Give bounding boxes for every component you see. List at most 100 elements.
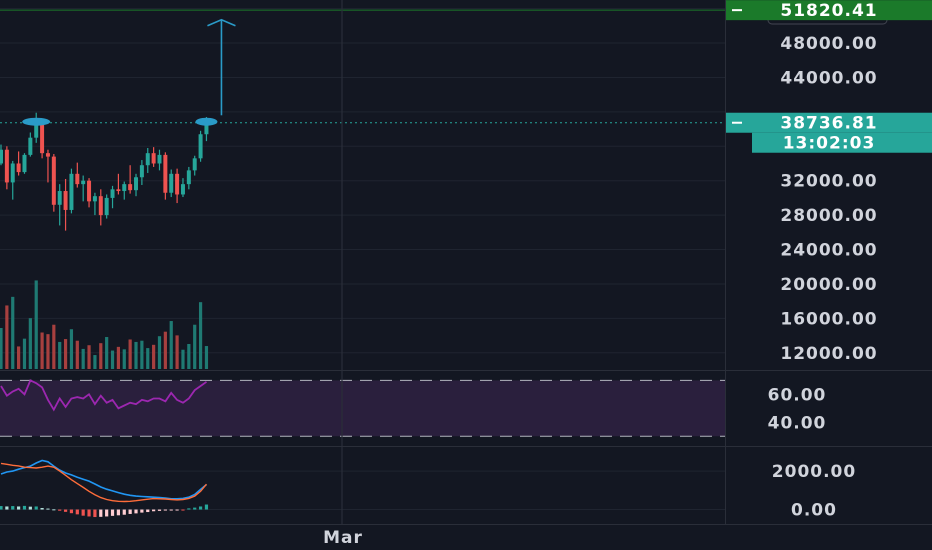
candle-body xyxy=(128,184,133,191)
volume-bar xyxy=(99,343,103,369)
candle-body xyxy=(81,180,86,185)
macd-histogram-bar xyxy=(122,509,126,515)
volume-bar xyxy=(198,302,203,369)
candle-body xyxy=(157,154,162,164)
candle-body xyxy=(139,165,144,178)
volume-bar xyxy=(193,324,197,369)
volume-bar xyxy=(75,340,79,369)
candle-body xyxy=(198,134,203,159)
macd-histogram-bar xyxy=(22,505,27,510)
arrow-head xyxy=(207,18,236,27)
candle-body xyxy=(10,163,15,183)
macd-histogram-bar xyxy=(157,509,162,511)
candle-body xyxy=(180,184,185,195)
macd-histogram-bar xyxy=(163,509,167,511)
macd-histogram-bar xyxy=(75,509,79,515)
candle-body xyxy=(175,173,180,195)
candle-body xyxy=(69,173,74,210)
macd-histogram-bar xyxy=(87,509,91,517)
candle-body xyxy=(75,173,80,185)
macd-histogram-bar xyxy=(204,504,209,510)
macd-histogram-bar xyxy=(52,509,56,511)
macd-histogram-bar xyxy=(128,509,132,514)
macd-histogram-bar xyxy=(152,509,156,512)
macd-histogram-bar xyxy=(34,506,38,510)
macd-histogram-bar xyxy=(116,509,120,516)
level-marker-left[interactable] xyxy=(22,117,51,126)
price-tick-label: 44000.00 xyxy=(780,68,877,88)
volume-bar xyxy=(110,350,115,369)
price-tick-label: 16000.00 xyxy=(780,309,877,329)
macd-histogram-bar xyxy=(175,509,179,511)
volume-bar xyxy=(69,329,74,369)
candle-body xyxy=(63,191,68,210)
candle-body xyxy=(134,177,139,191)
volume-bar xyxy=(34,280,38,369)
last-price-label: 38736.81 xyxy=(780,114,877,134)
candle-body xyxy=(186,170,191,185)
candle-body xyxy=(22,154,27,173)
candle-body xyxy=(104,197,109,216)
price-tick-label: 24000.00 xyxy=(780,241,877,261)
macd-histogram-bar xyxy=(0,506,3,510)
price-tick-label: 48000.00 xyxy=(780,34,877,54)
target-price-label: 51820.41 xyxy=(780,1,877,21)
macd-histogram-bar xyxy=(198,506,203,510)
projection-arrow-icon[interactable] xyxy=(207,18,236,116)
macd-axis[interactable]: 2000.00 0.00 xyxy=(772,462,856,520)
volume-bar xyxy=(152,344,156,369)
macd-histogram-bar xyxy=(69,509,74,514)
candle-body xyxy=(192,158,197,171)
macd-histogram-bar xyxy=(110,509,115,516)
volume-bar xyxy=(46,334,50,369)
candle-body xyxy=(110,189,115,198)
price-tick-label: 32000.00 xyxy=(780,172,877,192)
macd-histogram-bar xyxy=(46,508,50,510)
candle-body xyxy=(92,196,97,202)
volume-bar xyxy=(87,345,91,369)
volume-bar xyxy=(169,321,173,369)
candlestick-series xyxy=(0,112,209,231)
price-tick-label: 12000.00 xyxy=(780,344,877,364)
macd-histogram-bar xyxy=(146,509,150,513)
volume-bar xyxy=(181,349,185,369)
volume-bar xyxy=(17,346,21,369)
level-marker-right[interactable] xyxy=(195,117,218,126)
rsi-tick-label: 60.00 xyxy=(768,385,827,405)
level-markers[interactable] xyxy=(22,117,218,126)
candle-body xyxy=(116,189,121,192)
volume-bar xyxy=(58,341,62,369)
candle-body xyxy=(51,156,56,205)
volume-bar xyxy=(93,355,97,369)
volume-bar xyxy=(175,335,179,369)
macd-histogram-bar xyxy=(17,506,21,510)
signal-line xyxy=(0,462,208,503)
time-axis-label-mar: Mar xyxy=(323,528,363,548)
volume-histogram xyxy=(0,280,209,369)
macd-histogram-bar xyxy=(105,509,109,517)
macd-histogram-bar xyxy=(134,509,138,514)
rsi-axis[interactable]: 60.00 40.00 xyxy=(768,385,827,433)
macd-tick-label: 2000.00 xyxy=(772,462,856,482)
candle-body xyxy=(16,163,21,173)
macd-histogram-bar xyxy=(63,509,68,512)
candle-body xyxy=(40,123,45,154)
macd-histogram-bar xyxy=(28,506,32,510)
macd-histogram-bar xyxy=(81,509,85,516)
macd-histogram-bar xyxy=(11,506,15,510)
macd-histogram-bar xyxy=(93,509,97,518)
volume-bar xyxy=(63,339,68,369)
candle-body xyxy=(204,122,209,135)
candle-body xyxy=(34,123,39,138)
candle-body xyxy=(98,196,103,216)
volume-bar xyxy=(204,346,209,369)
price-axis[interactable]: 48000.00 44000.00 32000.00 28000.00 24000.00… xyxy=(780,34,877,364)
macd-histogram-bar xyxy=(169,509,173,511)
volume-bar xyxy=(0,328,3,369)
last-price-tag: 38736.81 13:02:03 xyxy=(726,112,932,154)
volume-bar xyxy=(146,348,150,369)
candle-body xyxy=(151,153,156,164)
volume-bar xyxy=(52,324,56,369)
